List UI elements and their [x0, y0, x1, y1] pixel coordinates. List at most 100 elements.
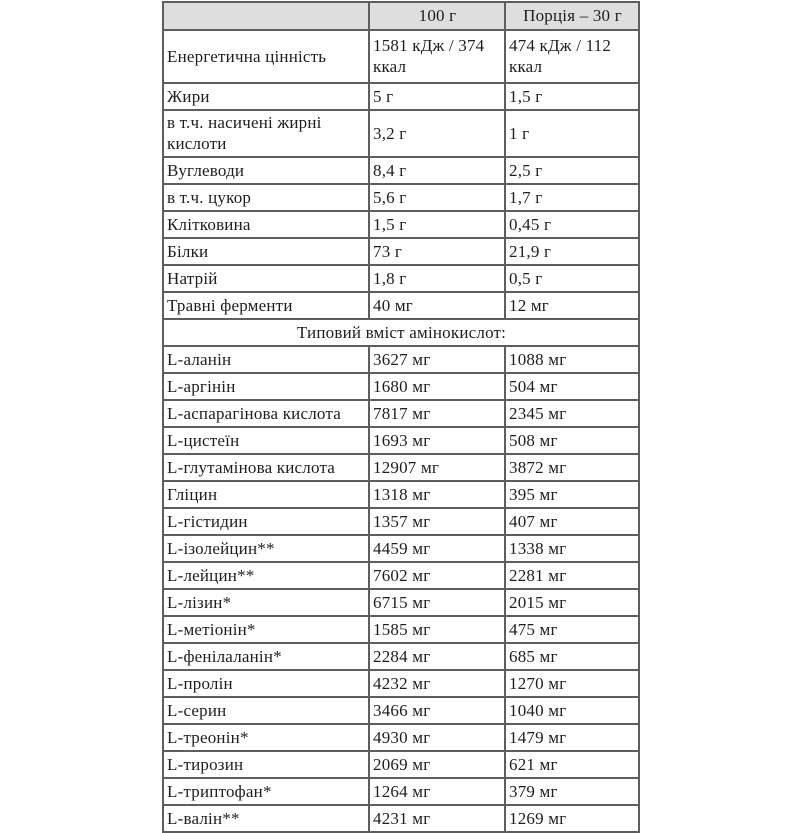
row-label-cell: L-глутамінова кислота	[162, 453, 370, 482]
per-100g-value-cell: 4232 мг	[368, 669, 506, 698]
per-100g-value-cell: 2284 мг	[368, 642, 506, 671]
row-label-cell: L-ізолейцин**	[162, 534, 370, 563]
per-portion-value-cell: 1 г	[504, 109, 640, 158]
per-100g-value-cell: 12907 мг	[368, 453, 506, 482]
nutrition-row: Енергетична цінність 1581 кДж / 374 ккал 4…	[162, 29, 640, 84]
amino-acid-row: L-валін** 4231 мг 1269 мг	[162, 804, 640, 833]
per-100g-value-cell: 1,5 г	[368, 210, 506, 239]
empty-header-cell	[162, 1, 370, 31]
row-label-cell: Енергетична цінність	[162, 29, 370, 84]
table-header-row: 100 г Порція – 30 г	[162, 1, 640, 31]
per-portion-value-cell: 3872 мг	[504, 453, 640, 482]
row-label-cell: L-цистеїн	[162, 426, 370, 455]
amino-acid-row: L-цистеїн 1693 мг 508 мг	[162, 426, 640, 455]
nutrition-row: Вуглеводи 8,4 г 2,5 г	[162, 156, 640, 185]
nutrition-rows-group: Енергетична цінність 1581 кДж / 374 ккал 4…	[162, 29, 640, 320]
amino-acid-row: L-фенілаланін* 2284 мг 685 мг	[162, 642, 640, 671]
amino-acid-row: L-лейцин** 7602 мг 2281 мг	[162, 561, 640, 590]
row-label-cell: Жири	[162, 82, 370, 111]
per-portion-value-cell: 407 мг	[504, 507, 640, 536]
per-100g-value-cell: 8,4 г	[368, 156, 506, 185]
per-100g-value-cell: 1585 мг	[368, 615, 506, 644]
row-label-cell: L-аргінін	[162, 372, 370, 401]
nutrition-row: Жири 5 г 1,5 г	[162, 82, 640, 111]
per-portion-value-cell: 475 мг	[504, 615, 640, 644]
nutrition-row: Натрій 1,8 г 0,5 г	[162, 264, 640, 293]
amino-acid-row: L-аланін 3627 мг 1088 мг	[162, 345, 640, 374]
row-label-cell: L-треонін*	[162, 723, 370, 752]
nutrition-row: Травні ферменти 40 мг 12 мг	[162, 291, 640, 320]
amino-acid-row: L-тирозин 2069 мг 621 мг	[162, 750, 640, 779]
row-label-cell: Гліцин	[162, 480, 370, 509]
per-100g-value-cell: 7817 мг	[368, 399, 506, 428]
per-portion-value-cell: 1088 мг	[504, 345, 640, 374]
per-100g-value-cell: 4459 мг	[368, 534, 506, 563]
row-label-cell: L-фенілаланін*	[162, 642, 370, 671]
row-label-cell: L-аспарагінова кислота	[162, 399, 370, 428]
amino-acid-row: L-триптофан* 1264 мг 379 мг	[162, 777, 640, 806]
per-portion-value-cell: 21,9 г	[504, 237, 640, 266]
per-100g-column-header: 100 г	[368, 1, 506, 31]
section-group: Типовий вміст амінокислот:	[162, 318, 640, 347]
row-label-cell: Натрій	[162, 264, 370, 293]
per-100g-value-cell: 1318 мг	[368, 480, 506, 509]
amino-acid-row: L-треонін* 4930 мг 1479 мг	[162, 723, 640, 752]
nutrition-row: в т.ч. цукор 5,6 г 1,7 г	[162, 183, 640, 212]
row-label-cell: L-лейцин**	[162, 561, 370, 590]
per-portion-value-cell: 395 мг	[504, 480, 640, 509]
per-portion-column-header: Порція – 30 г	[504, 1, 640, 31]
nutrition-row: Клітковина 1,5 г 0,45 г	[162, 210, 640, 239]
per-portion-value-cell: 1040 мг	[504, 696, 640, 725]
per-portion-value-cell: 2345 мг	[504, 399, 640, 428]
row-label-cell: L-пролін	[162, 669, 370, 698]
per-portion-value-cell: 379 мг	[504, 777, 640, 806]
row-label-cell: Травні ферменти	[162, 291, 370, 320]
per-portion-value-cell: 1270 мг	[504, 669, 640, 698]
amino-acid-row: L-ізолейцин** 4459 мг 1338 мг	[162, 534, 640, 563]
per-portion-value-cell: 0,5 г	[504, 264, 640, 293]
amino-acid-row: L-аспарагінова кислота 7817 мг 2345 мг	[162, 399, 640, 428]
per-portion-value-cell: 1338 мг	[504, 534, 640, 563]
row-label-cell: L-серин	[162, 696, 370, 725]
per-100g-value-cell: 1357 мг	[368, 507, 506, 536]
row-label-cell: L-валін**	[162, 804, 370, 833]
per-100g-value-cell: 1264 мг	[368, 777, 506, 806]
per-100g-value-cell: 40 мг	[368, 291, 506, 320]
per-portion-value-cell: 508 мг	[504, 426, 640, 455]
nutrition-table: 100 г Порція – 30 г Енергетична цінність…	[162, 1, 640, 833]
amino-acid-row: L-серин 3466 мг 1040 мг	[162, 696, 640, 725]
row-label-cell: L-лізин*	[162, 588, 370, 617]
row-label-cell: L-гістидин	[162, 507, 370, 536]
per-100g-value-cell: 3466 мг	[368, 696, 506, 725]
amino-acid-row: Гліцин 1318 мг 395 мг	[162, 480, 640, 509]
per-100g-value-cell: 2069 мг	[368, 750, 506, 779]
amino-acid-row: L-лізин* 6715 мг 2015 мг	[162, 588, 640, 617]
amino-acid-row: L-аргінін 1680 мг 504 мг	[162, 372, 640, 401]
amino-acid-row: L-метіонін* 1585 мг 475 мг	[162, 615, 640, 644]
per-100g-value-cell: 1680 мг	[368, 372, 506, 401]
per-portion-value-cell: 474 кДж / 112 ккал	[504, 29, 640, 84]
per-portion-value-cell: 621 мг	[504, 750, 640, 779]
row-label-cell: в т.ч. насичені жирні кислоти	[162, 109, 370, 158]
per-100g-value-cell: 5,6 г	[368, 183, 506, 212]
per-100g-value-cell: 1581 кДж / 374 ккал	[368, 29, 506, 84]
per-portion-value-cell: 504 мг	[504, 372, 640, 401]
per-portion-value-cell: 0,45 г	[504, 210, 640, 239]
per-portion-value-cell: 2281 мг	[504, 561, 640, 590]
row-label-cell: L-аланін	[162, 345, 370, 374]
per-100g-value-cell: 7602 мг	[368, 561, 506, 590]
section-header-row: Типовий вміст амінокислот:	[162, 318, 640, 347]
per-portion-value-cell: 1269 мг	[504, 804, 640, 833]
amino-acid-row: L-гістидин 1357 мг 407 мг	[162, 507, 640, 536]
nutrition-row: Білки 73 г 21,9 г	[162, 237, 640, 266]
per-100g-value-cell: 1693 мг	[368, 426, 506, 455]
nutrition-facts-panel: 100 г Порція – 30 г Енергетична цінність…	[162, 1, 640, 833]
per-100g-value-cell: 3627 мг	[368, 345, 506, 374]
amino-acid-rows-group: L-аланін 3627 мг 1088 мг L-аргінін 1680 мг 50…	[162, 345, 640, 833]
per-portion-value-cell: 1479 мг	[504, 723, 640, 752]
amino-acid-row: L-пролін 4232 мг 1270 мг	[162, 669, 640, 698]
per-portion-value-cell: 1,7 г	[504, 183, 640, 212]
per-100g-value-cell: 4231 мг	[368, 804, 506, 833]
per-portion-value-cell: 2,5 г	[504, 156, 640, 185]
per-portion-value-cell: 685 мг	[504, 642, 640, 671]
